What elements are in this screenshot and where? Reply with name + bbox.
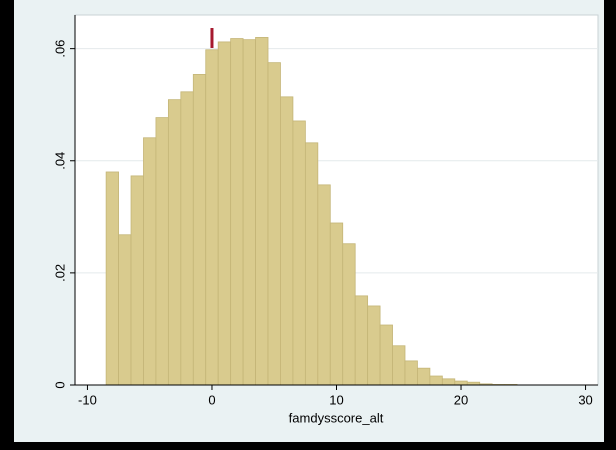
x-tick-label: 0 xyxy=(208,392,215,407)
bar xyxy=(367,305,381,386)
y-tick-label: 0 xyxy=(52,381,67,388)
bar xyxy=(379,324,393,386)
bar xyxy=(155,117,169,386)
bar xyxy=(429,375,443,386)
x-tick-label: 20 xyxy=(454,392,468,407)
bar xyxy=(230,38,244,386)
y-tick-label: .04 xyxy=(52,152,67,170)
x-tick-label: -10 xyxy=(78,392,97,407)
bar xyxy=(304,142,319,386)
bar xyxy=(317,184,331,386)
bar xyxy=(404,360,418,386)
bar xyxy=(354,295,369,386)
bar xyxy=(167,99,182,386)
bar xyxy=(118,234,132,386)
bar xyxy=(329,222,344,386)
y-tick-label: .06 xyxy=(52,40,67,58)
bar xyxy=(192,74,207,386)
bar xyxy=(255,37,269,386)
bar xyxy=(105,171,119,386)
bar xyxy=(280,96,294,386)
bar xyxy=(417,367,431,386)
bar xyxy=(454,380,468,386)
bar xyxy=(342,243,356,386)
x-axis-label: famdysscore_alt xyxy=(289,410,384,425)
bar xyxy=(130,175,144,386)
bar xyxy=(205,49,219,386)
y-tick-label: .02 xyxy=(52,264,67,282)
bar xyxy=(217,41,232,386)
bar xyxy=(392,345,406,386)
bar xyxy=(441,378,456,386)
bar xyxy=(143,137,157,386)
bar xyxy=(292,120,306,386)
x-tick-label: 10 xyxy=(329,392,343,407)
bar xyxy=(180,91,194,386)
x-tick-label: 30 xyxy=(578,392,592,407)
bar xyxy=(242,39,256,386)
bar xyxy=(267,62,281,386)
